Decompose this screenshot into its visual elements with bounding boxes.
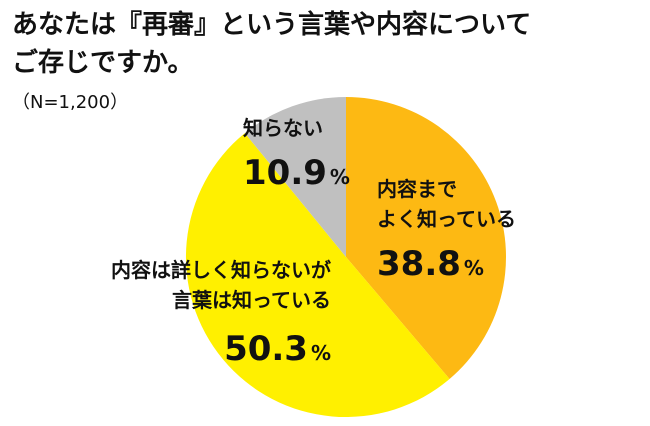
chart-title-line-2: ご存じですか。 <box>12 48 194 78</box>
chart-title: あなたは『再審』という言葉や内容について ご存じですか。 <box>12 6 572 82</box>
pie-slice-2 <box>185 133 450 418</box>
slice-2-label-line-1: 内容は詳しく知らないが <box>111 258 331 282</box>
slice-2-label-line-2: 言葉は知っている <box>172 288 331 312</box>
chart-title-line-1: あなたは『再審』という言葉や内容について <box>12 10 532 40</box>
sample-size-note: （N=1,200） <box>12 92 129 113</box>
pie-slice-1 <box>346 97 507 379</box>
slice-3-value-label: 10.9% <box>243 153 350 193</box>
slice-1-label-line-2: よく知っている <box>377 207 516 231</box>
slice-1-label-line-1: 内容まで <box>377 177 457 201</box>
pie-slices <box>185 97 507 418</box>
pie-slice-3 <box>244 97 346 257</box>
slice-3-label-line-1: 知らない <box>243 116 323 140</box>
slice-2-value-label: 50.3% <box>224 329 331 369</box>
slice-1-value-label: 38.8% <box>377 244 484 284</box>
